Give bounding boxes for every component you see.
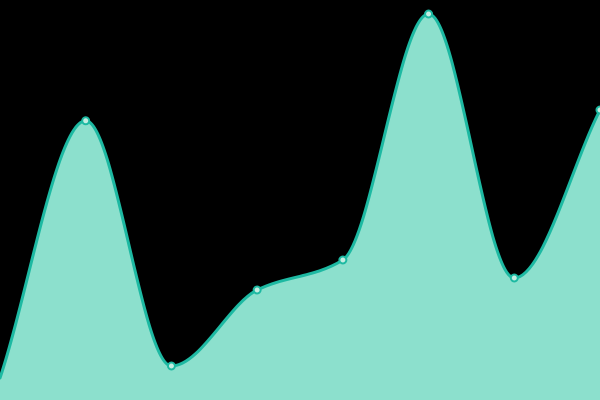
data-point-marker[interactable] [252,285,262,295]
data-point-marker[interactable] [338,255,348,265]
data-point-marker[interactable] [81,116,91,126]
data-point-marker[interactable] [166,361,176,371]
data-point-marker[interactable] [509,273,519,283]
data-point-markers [81,9,600,371]
data-point-marker[interactable] [595,105,600,115]
area-fill [0,14,600,400]
data-point-marker[interactable] [424,9,434,19]
